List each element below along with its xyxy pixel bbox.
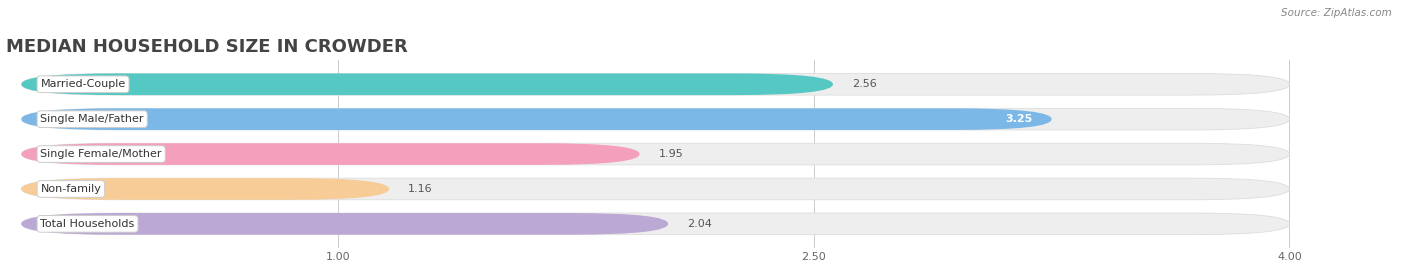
Text: MEDIAN HOUSEHOLD SIZE IN CROWDER: MEDIAN HOUSEHOLD SIZE IN CROWDER [6, 38, 408, 56]
FancyBboxPatch shape [21, 178, 1289, 200]
Text: Married-Couple: Married-Couple [41, 79, 125, 89]
Text: 3.25: 3.25 [1005, 114, 1032, 124]
FancyBboxPatch shape [21, 108, 1289, 130]
FancyBboxPatch shape [21, 213, 1289, 235]
FancyBboxPatch shape [21, 213, 668, 235]
Text: Single Male/Father: Single Male/Father [41, 114, 143, 124]
Text: 2.04: 2.04 [688, 219, 711, 229]
Text: 1.16: 1.16 [408, 184, 433, 194]
Text: 1.95: 1.95 [658, 149, 683, 159]
FancyBboxPatch shape [21, 108, 1052, 130]
Text: Non-family: Non-family [41, 184, 101, 194]
Text: Single Female/Mother: Single Female/Mother [41, 149, 162, 159]
FancyBboxPatch shape [21, 143, 1289, 165]
Text: 2.56: 2.56 [852, 79, 877, 89]
Text: Total Households: Total Households [41, 219, 135, 229]
Text: Source: ZipAtlas.com: Source: ZipAtlas.com [1281, 8, 1392, 18]
FancyBboxPatch shape [21, 178, 389, 200]
FancyBboxPatch shape [21, 73, 832, 95]
FancyBboxPatch shape [21, 73, 1289, 95]
FancyBboxPatch shape [21, 143, 640, 165]
